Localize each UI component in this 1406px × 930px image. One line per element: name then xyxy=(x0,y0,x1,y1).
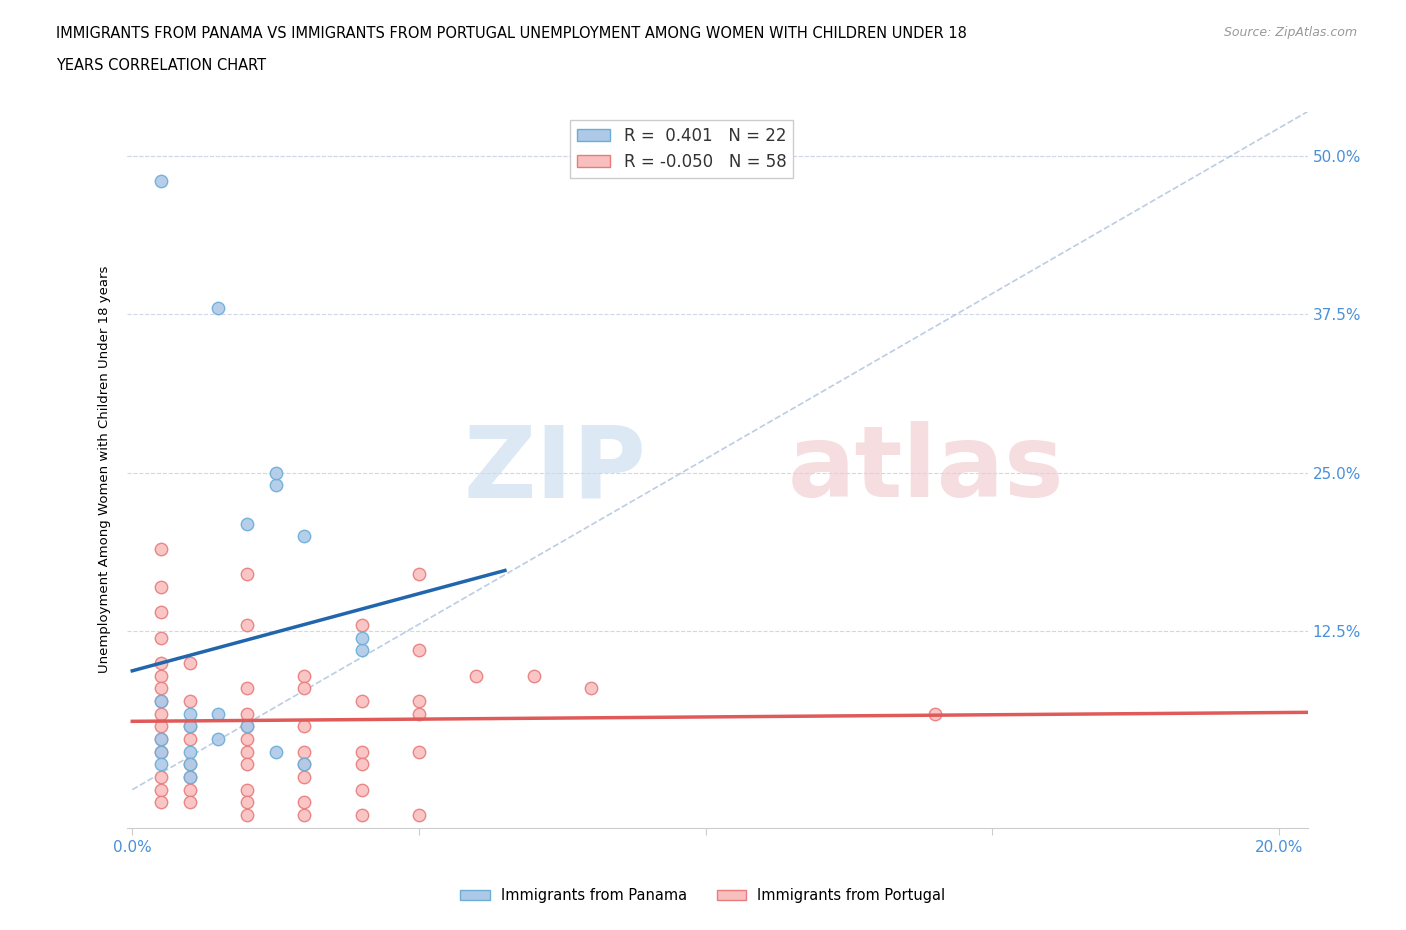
Point xyxy=(149,769,172,784)
Point xyxy=(179,719,201,734)
Point xyxy=(236,681,259,696)
Point xyxy=(292,719,315,734)
Point xyxy=(292,681,315,696)
Point xyxy=(292,529,315,544)
Point xyxy=(408,694,430,709)
Point xyxy=(179,795,201,810)
Point xyxy=(236,744,259,759)
Y-axis label: Unemployment Among Women with Children Under 18 years: Unemployment Among Women with Children U… xyxy=(97,266,111,673)
Point xyxy=(149,744,172,759)
Point xyxy=(579,681,602,696)
Point xyxy=(523,668,546,683)
Point xyxy=(149,681,172,696)
Text: YEARS CORRELATION CHART: YEARS CORRELATION CHART xyxy=(56,58,266,73)
Point xyxy=(236,566,259,581)
Point xyxy=(924,706,946,721)
Point xyxy=(236,719,259,734)
Point xyxy=(179,744,201,759)
Point xyxy=(236,618,259,632)
Point xyxy=(149,668,172,683)
Point xyxy=(179,769,201,784)
Point xyxy=(236,732,259,747)
Point xyxy=(179,694,201,709)
Point xyxy=(179,706,201,721)
Point xyxy=(149,732,172,747)
Point xyxy=(179,769,201,784)
Point xyxy=(236,795,259,810)
Point xyxy=(350,631,373,645)
Point xyxy=(179,732,201,747)
Point xyxy=(236,719,259,734)
Point xyxy=(179,757,201,772)
Point xyxy=(236,706,259,721)
Point xyxy=(149,694,172,709)
Point xyxy=(408,744,430,759)
Point xyxy=(292,807,315,822)
Point xyxy=(149,732,172,747)
Point xyxy=(207,706,229,721)
Point xyxy=(236,516,259,531)
Point xyxy=(149,579,172,594)
Point xyxy=(292,668,315,683)
Point xyxy=(350,744,373,759)
Text: IMMIGRANTS FROM PANAMA VS IMMIGRANTS FROM PORTUGAL UNEMPLOYMENT AMONG WOMEN WITH: IMMIGRANTS FROM PANAMA VS IMMIGRANTS FRO… xyxy=(56,26,967,41)
Point xyxy=(264,465,287,480)
Point xyxy=(264,744,287,759)
Point xyxy=(149,782,172,797)
Legend: R =  0.401   N = 22, R = -0.050   N = 58: R = 0.401 N = 22, R = -0.050 N = 58 xyxy=(571,120,793,178)
Point xyxy=(350,807,373,822)
Point xyxy=(292,757,315,772)
Point xyxy=(149,604,172,619)
Point xyxy=(236,782,259,797)
Point xyxy=(149,757,172,772)
Text: atlas: atlas xyxy=(787,421,1064,518)
Point xyxy=(236,807,259,822)
Point xyxy=(149,174,172,189)
Point xyxy=(350,782,373,797)
Point xyxy=(149,706,172,721)
Point xyxy=(149,795,172,810)
Legend: Immigrants from Panama, Immigrants from Portugal: Immigrants from Panama, Immigrants from … xyxy=(454,882,952,909)
Point xyxy=(292,795,315,810)
Point xyxy=(292,744,315,759)
Point xyxy=(207,732,229,747)
Point xyxy=(179,757,201,772)
Point xyxy=(179,656,201,671)
Point xyxy=(350,757,373,772)
Point xyxy=(408,706,430,721)
Point xyxy=(264,478,287,493)
Point xyxy=(236,757,259,772)
Point xyxy=(350,694,373,709)
Point xyxy=(149,694,172,709)
Point xyxy=(408,566,430,581)
Point xyxy=(149,631,172,645)
Point xyxy=(350,643,373,658)
Point xyxy=(408,807,430,822)
Point xyxy=(350,618,373,632)
Point xyxy=(179,719,201,734)
Point xyxy=(292,769,315,784)
Point xyxy=(179,782,201,797)
Point xyxy=(465,668,488,683)
Text: ZIP: ZIP xyxy=(464,421,647,518)
Point xyxy=(149,744,172,759)
Point xyxy=(149,719,172,734)
Point xyxy=(408,643,430,658)
Point xyxy=(207,300,229,315)
Text: Source: ZipAtlas.com: Source: ZipAtlas.com xyxy=(1223,26,1357,39)
Point xyxy=(149,656,172,671)
Point xyxy=(292,757,315,772)
Point xyxy=(149,541,172,556)
